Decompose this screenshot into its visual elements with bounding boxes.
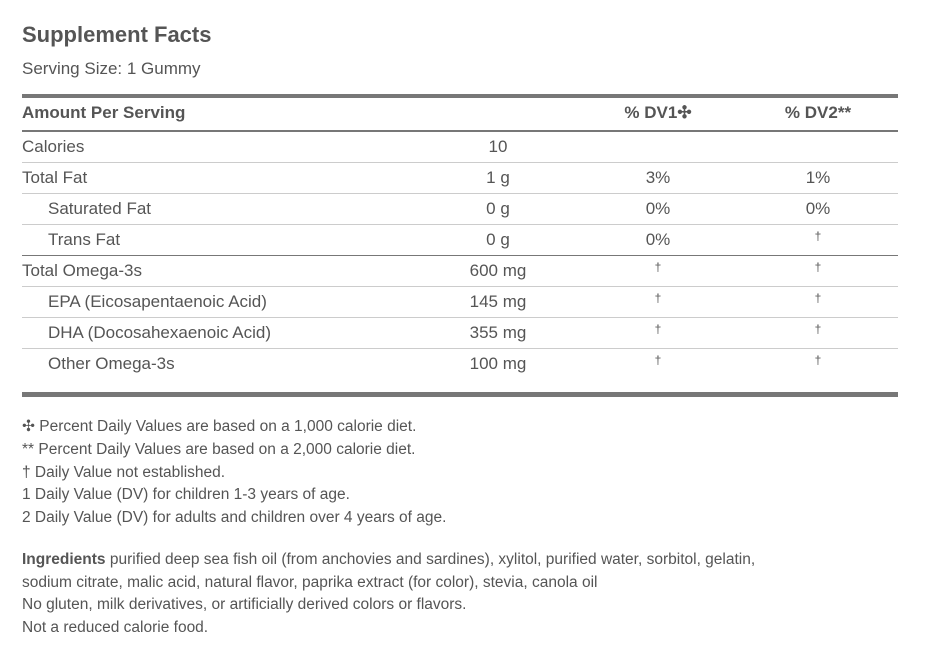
daily-value: 0% <box>645 230 671 249</box>
daily-value: † <box>654 291 662 305</box>
amount: 100 mg <box>469 354 527 373</box>
amount: 600 mg <box>469 261 527 280</box>
ingredients-text: purified deep sea fish oil (from anchovi… <box>109 551 756 568</box>
column-header: % DV1✣ <box>624 103 692 122</box>
nutrient-name: Other Omega-3s <box>48 354 175 373</box>
amount: 10 <box>488 137 508 156</box>
footnote: 1 Daily Value (DV) for children 1-3 year… <box>22 486 350 504</box>
serving-size: Serving Size: 1 Gummy <box>22 59 201 78</box>
header-rule <box>22 130 898 132</box>
ingredients-label: Ingredients <box>22 551 106 568</box>
amount: 145 mg <box>469 292 527 311</box>
top-bar <box>22 94 898 98</box>
row-rule <box>22 348 898 349</box>
daily-value: 0% <box>805 199 831 218</box>
amount: 1 g <box>486 168 510 187</box>
note: No gluten, milk derivatives, or artifici… <box>22 596 467 614</box>
daily-value: † <box>814 229 822 243</box>
nutrient-name: DHA (Docosahexaenoic Acid) <box>48 323 272 342</box>
note: Not a reduced calorie food. <box>22 619 209 637</box>
daily-value: 3% <box>645 168 671 187</box>
daily-value: † <box>654 260 662 274</box>
daily-value: † <box>654 322 662 336</box>
ingredients-text: sodium citrate, malic acid, natural flav… <box>22 573 598 591</box>
daily-value: † <box>814 353 822 367</box>
column-header: Amount Per Serving <box>22 103 186 122</box>
column-header: % DV2** <box>784 103 852 122</box>
amount: 355 mg <box>469 323 527 342</box>
nutrient-name: Saturated Fat <box>48 199 152 218</box>
footnote: 2 Daily Value (DV) for adults and childr… <box>22 509 447 527</box>
ingredients: Ingredients purified deep sea fish oil (… <box>22 550 755 570</box>
footnote: † Daily Value not established. <box>22 463 226 481</box>
row-rule <box>22 255 898 256</box>
nutrient-name: Calories <box>22 137 85 156</box>
amount: 0 g <box>486 199 510 218</box>
daily-value: 1% <box>805 168 831 187</box>
daily-value: † <box>814 260 822 274</box>
nutrient-name: Total Fat <box>22 168 88 187</box>
footnote: ** Percent Daily Values are based on a 2… <box>22 440 416 458</box>
nutrient-name: Total Omega-3s <box>22 261 142 280</box>
row-rule <box>22 162 898 163</box>
row-rule <box>22 193 898 194</box>
daily-value: 0% <box>645 199 671 218</box>
amount: 0 g <box>486 230 510 249</box>
row-rule <box>22 317 898 318</box>
nutrient-name: EPA (Eicosapentaenoic Acid) <box>48 292 267 311</box>
title: Supplement Facts <box>22 22 212 47</box>
bottom-bar <box>22 392 898 397</box>
daily-value: † <box>814 291 822 305</box>
row-rule <box>22 286 898 287</box>
footnote: ✣ Percent Daily Values are based on a 1,… <box>22 418 417 435</box>
daily-value: † <box>814 322 822 336</box>
nutrient-name: Trans Fat <box>48 230 121 249</box>
row-rule <box>22 224 898 225</box>
daily-value: † <box>654 353 662 367</box>
